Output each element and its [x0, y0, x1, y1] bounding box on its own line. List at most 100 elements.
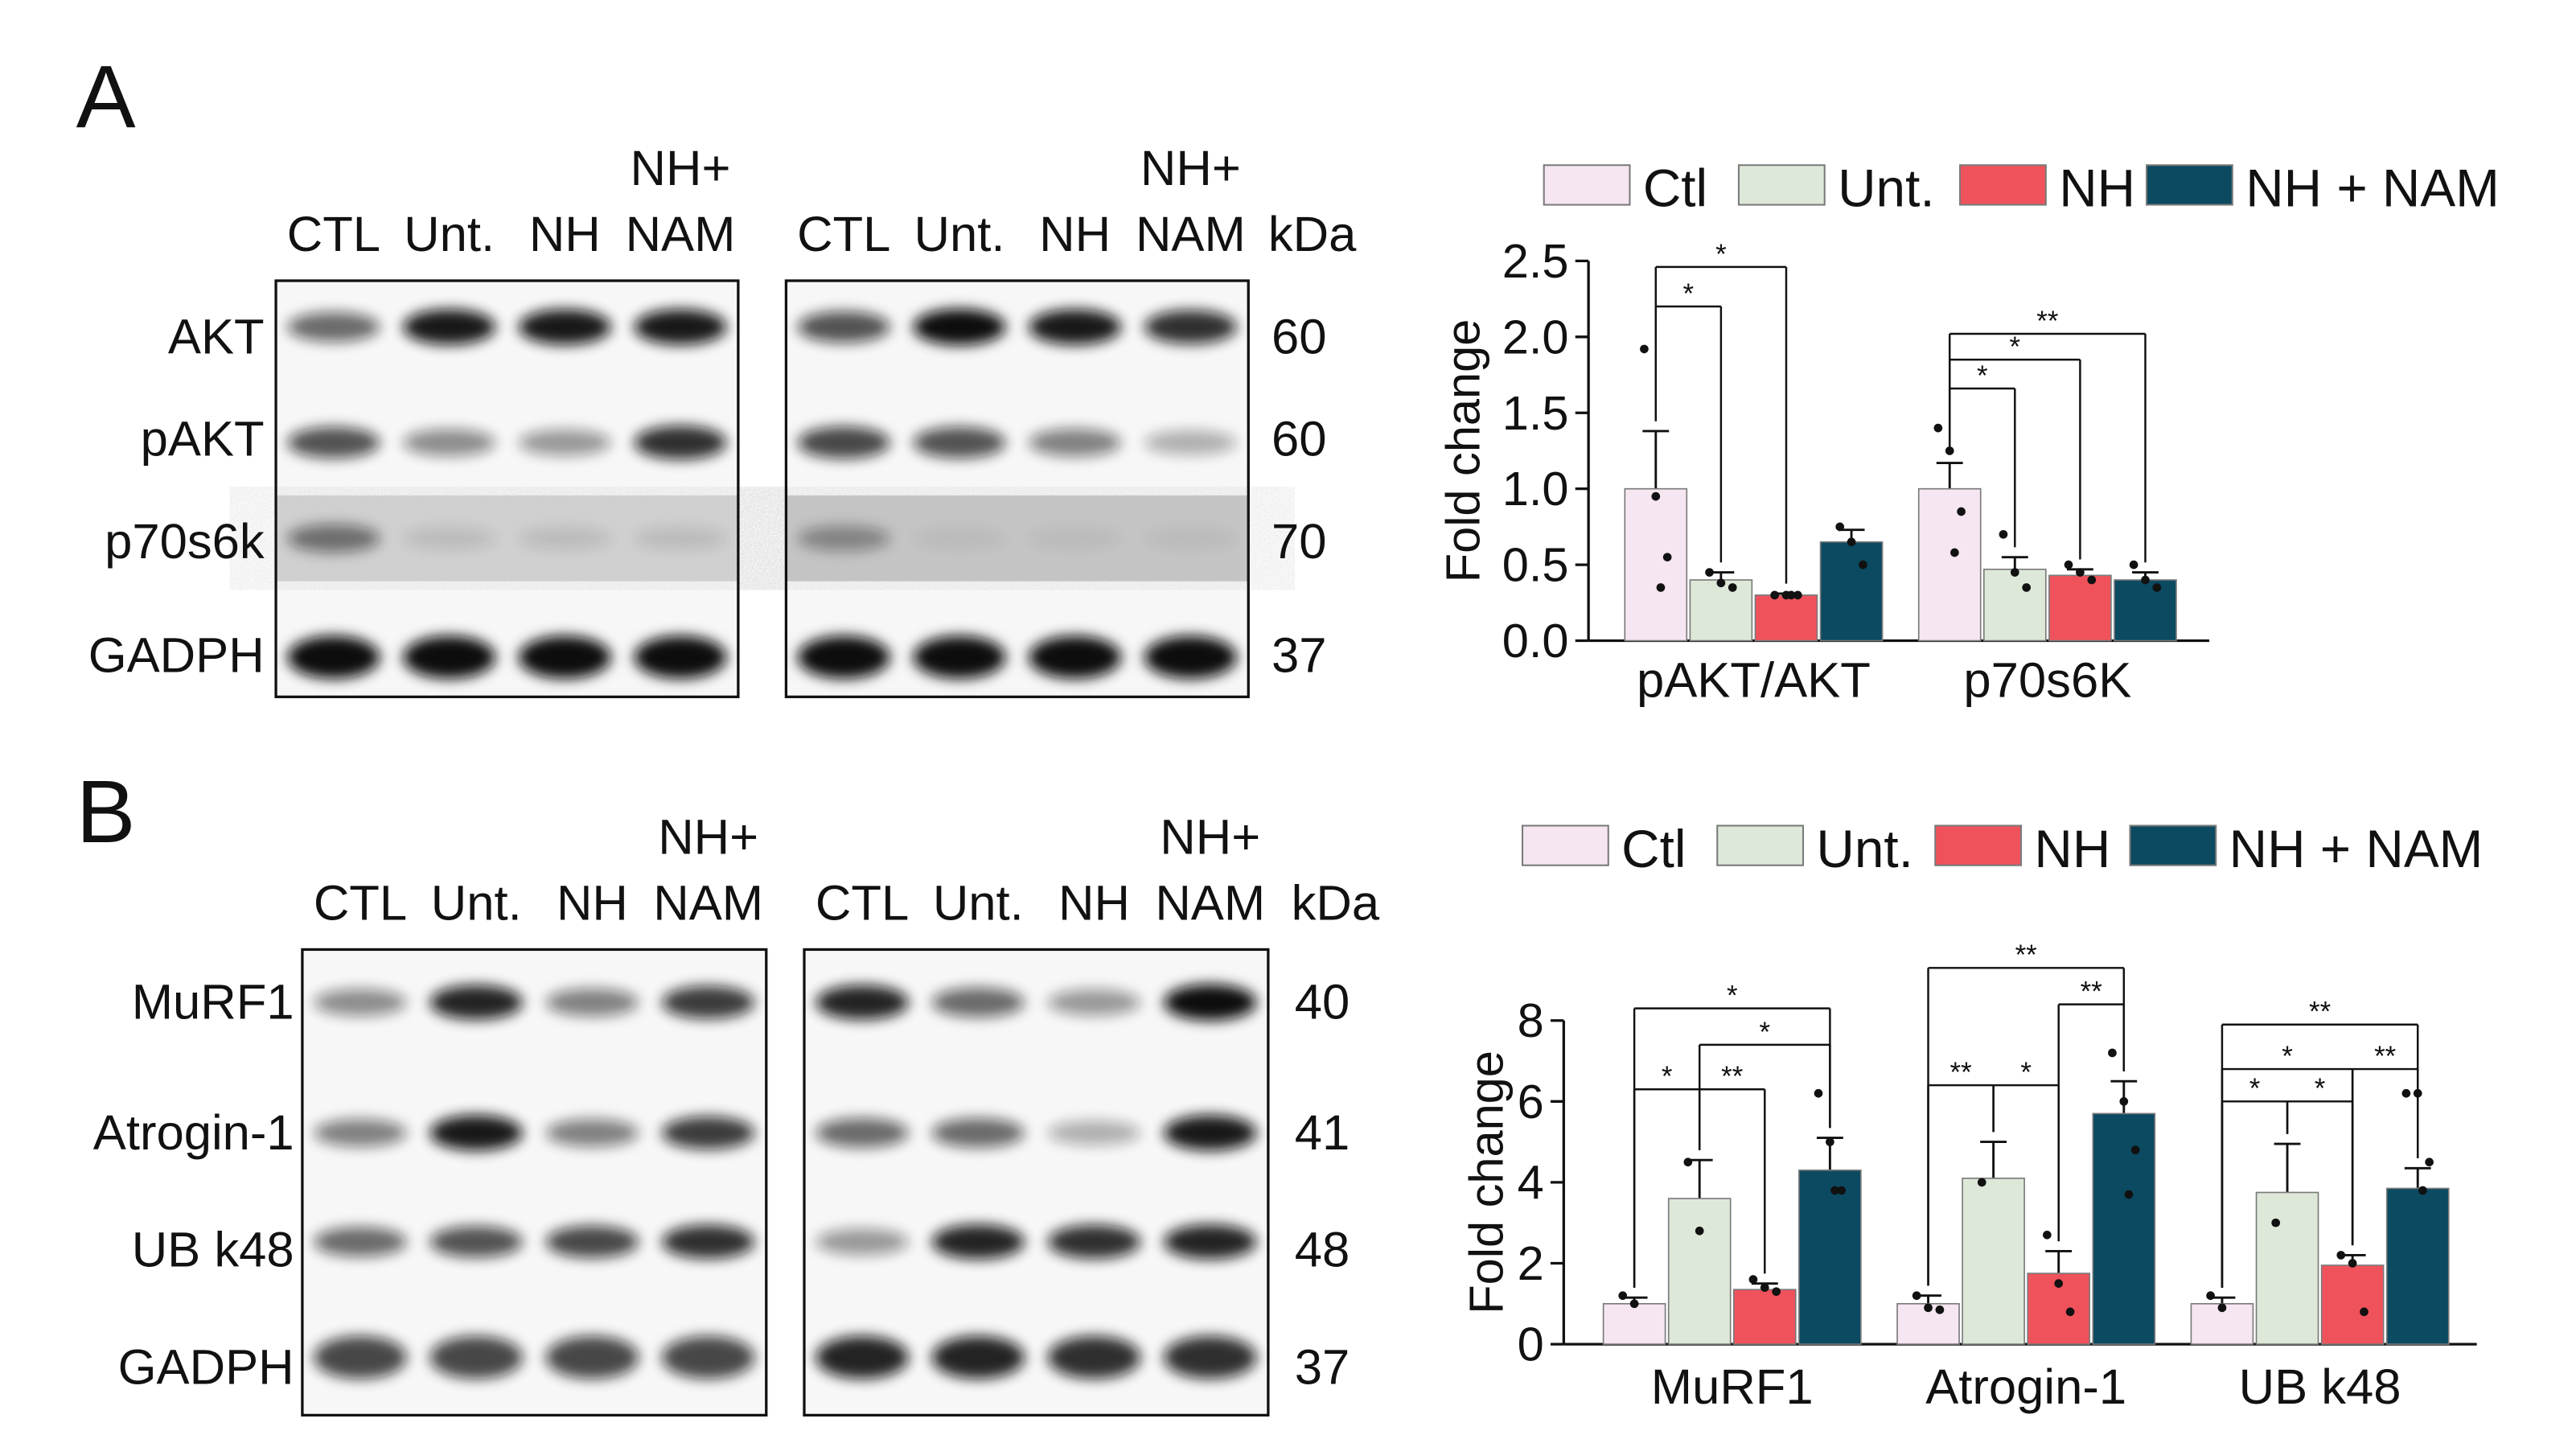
significance-label: *: [1662, 1061, 1673, 1092]
band: [545, 1335, 639, 1379]
band: [287, 524, 380, 553]
x-tick-label: p70s6K: [1963, 652, 2131, 708]
data-point: [1924, 1303, 1933, 1313]
band: [1047, 1224, 1141, 1259]
significance-label: *: [1977, 360, 1988, 392]
significance-label: **: [2081, 976, 2103, 1007]
data-point: [2022, 583, 2032, 592]
band: [403, 429, 496, 457]
band: [1144, 310, 1237, 344]
bar: [1896, 1302, 1960, 1345]
kda-header: kDa: [1292, 875, 1380, 931]
row-label: Atrogin-1: [93, 1105, 294, 1161]
data-point: [1716, 578, 1726, 588]
band: [518, 429, 611, 456]
membrane-frame: [803, 948, 1270, 1417]
lane-label: Unt.: [431, 875, 522, 931]
band: [287, 426, 380, 458]
membrane-frame: [301, 948, 768, 1417]
lane-label: NH+: [1140, 141, 1241, 196]
legend-swatch: [1934, 824, 2023, 866]
band: [429, 1335, 523, 1379]
band: [1047, 1335, 1141, 1379]
row-label: MuRF1: [132, 975, 294, 1030]
data-point: [2108, 1048, 2117, 1058]
legend-swatch: [2129, 824, 2217, 866]
band: [545, 1118, 639, 1147]
x-tick-label: Atrogin-1: [1925, 1359, 2126, 1415]
data-point: [1728, 583, 1737, 592]
kda-value: 60: [1272, 412, 1327, 467]
significance-label: *: [2282, 1041, 2293, 1072]
data-point: [2271, 1218, 2281, 1227]
data-point: [1977, 1178, 1986, 1187]
bar: [1732, 1289, 1797, 1345]
bar: [2114, 579, 2177, 642]
lane-label: NH+: [658, 809, 758, 865]
data-point: [2064, 560, 2073, 569]
significance-label: *: [1759, 1017, 1770, 1048]
data-point: [1629, 1299, 1639, 1309]
lane-label: NH+: [1160, 809, 1260, 865]
kda-value: 37: [1295, 1339, 1350, 1395]
data-point: [1935, 1305, 1945, 1314]
lane-label: NAM: [1155, 875, 1265, 931]
lane-label: Unt.: [914, 207, 1005, 262]
lane-label: NAM: [653, 875, 763, 931]
significance-label: *: [1727, 981, 1738, 1012]
band: [403, 309, 496, 345]
band: [1144, 430, 1237, 455]
kda-header: kDa: [1268, 207, 1357, 262]
band: [634, 635, 727, 679]
panel-label: B: [76, 763, 136, 861]
y-tick-label: 4: [1518, 1155, 1544, 1209]
data-point: [1695, 1226, 1704, 1236]
row-label: GADPH: [88, 628, 265, 684]
bar: [1798, 1169, 1862, 1345]
data-point: [1957, 507, 1966, 516]
band: [1164, 1115, 1257, 1151]
bar: [1962, 1178, 2025, 1345]
lane-label: NH+: [631, 141, 731, 196]
band: [634, 426, 727, 460]
legend-label: Ctl: [1621, 820, 1686, 878]
band: [403, 635, 496, 679]
lane-label: NH: [557, 875, 628, 931]
band: [1047, 989, 1141, 1016]
row-label: pAKT: [141, 412, 265, 467]
band: [429, 1226, 523, 1258]
band: [1144, 635, 1237, 679]
data-point: [1640, 344, 1649, 354]
data-point: [1760, 1283, 1769, 1293]
data-point: [1933, 423, 1943, 433]
band: [1029, 635, 1122, 679]
legend-label: Unt.: [1838, 159, 1934, 218]
data-point: [2054, 1279, 2064, 1288]
band: [816, 1335, 909, 1379]
data-point: [1748, 1275, 1758, 1284]
significance-label: *: [1715, 239, 1727, 270]
lane-label: NH: [529, 207, 601, 262]
data-point: [2065, 1307, 2075, 1317]
band: [1029, 309, 1122, 345]
data-point: [2206, 1291, 2215, 1301]
significance-label: **: [2036, 306, 2059, 337]
kda-value: 40: [1295, 975, 1350, 1030]
significance-label: **: [2374, 1041, 2397, 1072]
y-tick-label: 8: [1518, 993, 1544, 1047]
bar: [1602, 1302, 1666, 1345]
band: [287, 312, 380, 342]
data-point: [1912, 1291, 1921, 1301]
significance-label: **: [1721, 1061, 1744, 1092]
y-tick-label: 0.5: [1502, 538, 1569, 592]
y-axis-label: Fold change: [1436, 319, 1490, 583]
band: [661, 985, 755, 1019]
membrane: [803, 949, 1268, 1416]
data-point: [1814, 1088, 1823, 1098]
data-point: [2130, 1145, 2140, 1155]
band: [518, 309, 611, 345]
lane-label: Unt.: [933, 875, 1024, 931]
legend-swatch: [1959, 164, 2047, 206]
membrane-frame: [784, 279, 1250, 698]
y-axis-label: Fold change: [1459, 1051, 1513, 1314]
